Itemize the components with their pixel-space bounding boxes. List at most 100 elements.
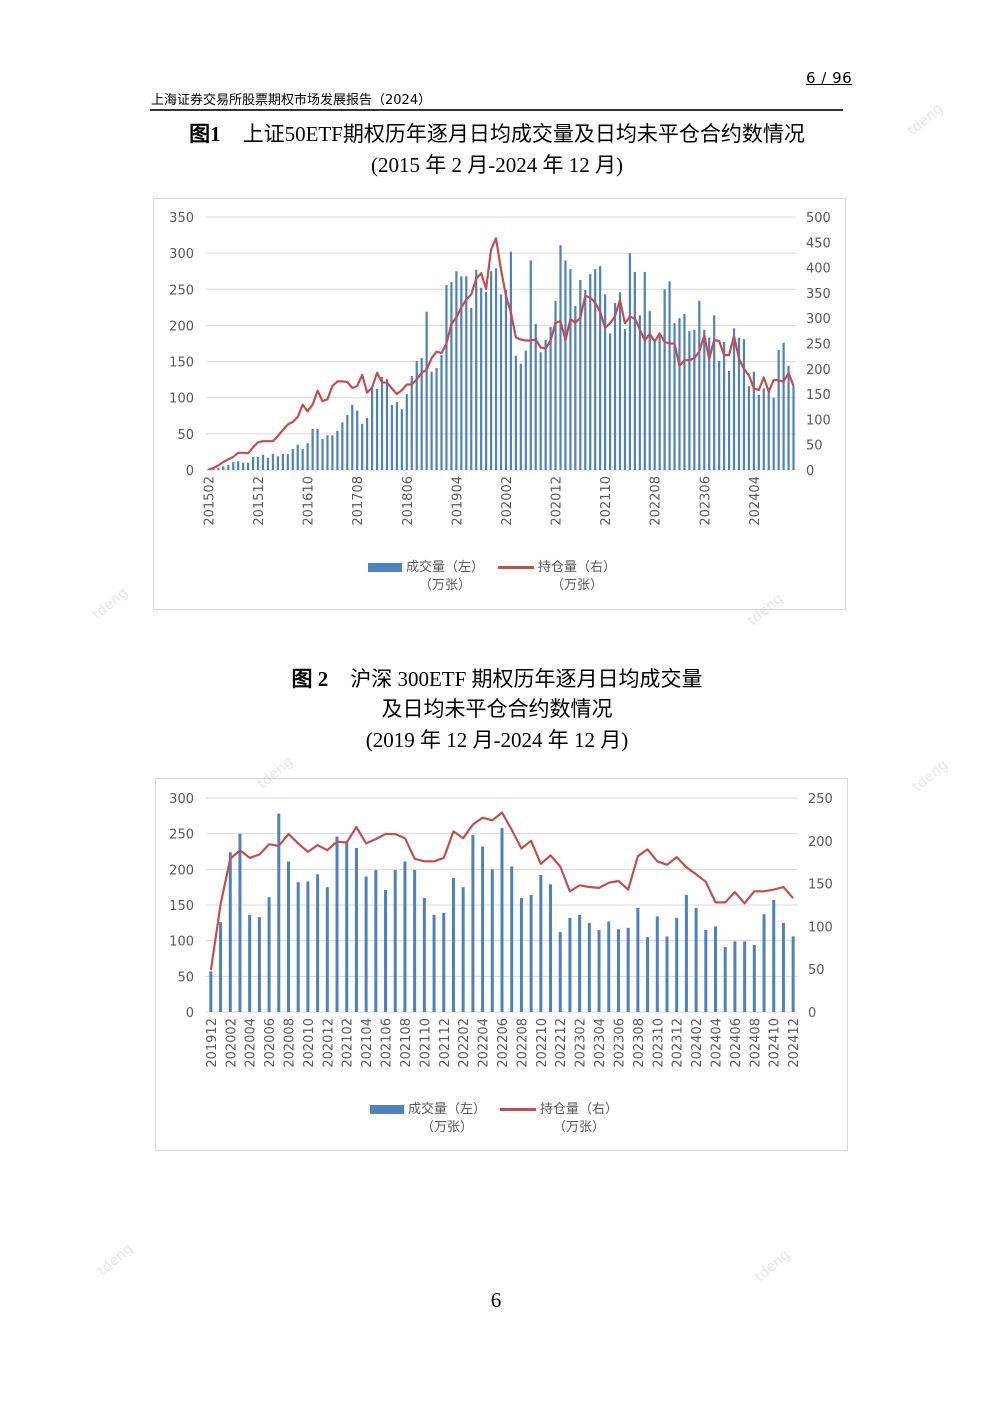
y-left-tick-label: 250	[169, 828, 194, 843]
volume-bar	[286, 454, 289, 470]
open-interest-line	[208, 237, 795, 471]
report-title: 上海证券交易所股票期权市场发展报告（2024）	[151, 93, 432, 108]
volume-bar	[455, 271, 458, 470]
x-tick-label: 202406	[729, 1018, 744, 1068]
volume-bar	[608, 333, 612, 470]
volume-bar	[481, 846, 485, 1012]
y-left-tick-label: 100	[169, 392, 194, 407]
volume-bar	[296, 444, 299, 470]
volume-bar	[346, 415, 349, 470]
volume-bar	[415, 360, 418, 470]
x-tick-label: 202006	[263, 1018, 278, 1068]
x-tick-label: 202308	[632, 1018, 647, 1068]
watermark: tdeng	[89, 584, 132, 624]
volume-bar	[425, 311, 428, 470]
volume-bar	[494, 268, 498, 470]
y-right-tick-label: 200	[806, 363, 831, 378]
volume-bar	[549, 326, 552, 470]
volume-bar	[628, 253, 632, 470]
volume-bar	[762, 914, 766, 1012]
volume-bar	[569, 269, 572, 470]
volume-bar	[742, 339, 746, 470]
y-left-tick-label: 0	[186, 464, 194, 479]
volume-bar	[277, 813, 281, 1012]
volume-bar	[607, 921, 611, 1012]
volume-bar	[465, 276, 468, 470]
x-tick-label: 202012	[321, 1018, 336, 1068]
volume-bar	[618, 292, 622, 470]
figure1-title: 图1 上证50ETF期权历年逐月日均成交量及日均未平仓合约数情况	[150, 119, 844, 150]
x-tick-label: 202210	[535, 1018, 550, 1068]
volume-bar	[232, 462, 235, 470]
y-left-tick-label: 250	[169, 283, 194, 298]
volume-bar	[524, 350, 527, 470]
volume-bar	[286, 861, 290, 1012]
volume-bar	[529, 260, 532, 470]
volume-bar	[247, 462, 250, 470]
volume-bar	[248, 914, 252, 1012]
x-tick-label: 202104	[360, 1018, 375, 1068]
volume-bar	[450, 282, 453, 470]
x-tick-label: 202412	[787, 1018, 802, 1068]
x-tick-label: 202208	[515, 1018, 530, 1068]
volume-bar	[714, 926, 718, 1012]
x-tick-label: 202004	[244, 1018, 259, 1068]
volume-bar	[212, 468, 215, 470]
volume-bar	[658, 334, 661, 470]
volume-bar	[207, 469, 210, 470]
volume-bar	[403, 861, 407, 1012]
y-right-tick-label: 450	[806, 236, 831, 251]
x-tick-label: 202304	[593, 1018, 608, 1068]
legend-unit: （万张）	[551, 578, 604, 593]
legend-unit: （万张）	[553, 1120, 606, 1135]
y-right-tick-label: 500	[806, 211, 831, 226]
figure1-legend: 成交量（左） （万张） 持仓量（右） （万张）	[368, 559, 616, 595]
y-right-tick-label: 100	[806, 413, 831, 428]
y-right-tick-label: 0	[806, 464, 814, 479]
volume-bar	[757, 394, 760, 470]
x-tick-label: 202306	[698, 476, 713, 526]
volume-bar	[267, 897, 271, 1012]
x-tick-label: 201708	[351, 476, 366, 526]
volume-bar	[242, 462, 245, 470]
volume-bar	[311, 428, 314, 470]
volume-bar	[568, 917, 572, 1012]
volume-bar	[471, 835, 475, 1012]
volume-bar	[222, 466, 225, 470]
volume-bar	[219, 922, 223, 1012]
x-tick-label: 202002	[224, 1018, 239, 1068]
volume-bar	[351, 404, 354, 470]
volume-bar	[519, 363, 522, 470]
volume-bar	[370, 388, 374, 470]
legend-line-swatch	[500, 1108, 537, 1111]
volume-bar	[420, 357, 423, 470]
x-tick-label: 202110	[599, 476, 614, 526]
figure2-title: 图 2 沪深 300ETF 期权历年逐月日均成交量	[150, 664, 844, 695]
volume-bar	[539, 352, 542, 470]
volume-bar	[599, 266, 602, 470]
open-interest-line	[209, 811, 794, 971]
y-right-tick-label: 50	[806, 439, 823, 454]
x-tick-label: 201904	[450, 476, 465, 526]
y-left-tick-label: 200	[169, 319, 194, 334]
volume-bar	[331, 435, 334, 470]
volume-bar	[405, 394, 408, 470]
y-left-tick-label: 50	[177, 970, 194, 985]
y-left-tick-label: 300	[169, 792, 194, 807]
y-left-tick-label: 0	[186, 1006, 194, 1021]
x-tick-label: 202310	[651, 1018, 666, 1068]
volume-bar	[787, 365, 790, 470]
legend-label: 持仓量（右）	[540, 1102, 619, 1117]
volume-bar	[694, 907, 698, 1012]
volume-bar	[704, 929, 708, 1012]
figure2-chart: 0 50 100 150 200 250 300 0 50 100 150 200 250 201912 2…	[155, 778, 848, 1151]
volume-bar	[663, 289, 666, 470]
volume-bar	[364, 876, 368, 1012]
volume-bar	[713, 315, 716, 470]
legend-label: 持仓量（右）	[538, 560, 617, 575]
x-tick-label: 202306	[612, 1018, 627, 1068]
volume-bar	[574, 305, 577, 470]
figure2-plot: 0 50 100 150 200 250 300 0 50 100 150 200 250 201912 2…	[169, 792, 833, 1068]
y-left-tick-label: 200	[169, 863, 194, 878]
volume-bar	[475, 269, 478, 470]
